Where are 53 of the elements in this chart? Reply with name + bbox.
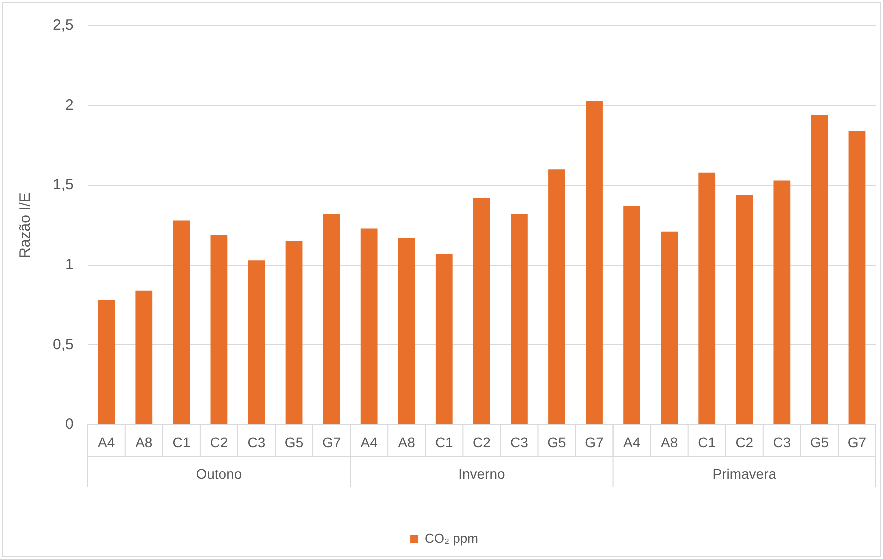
bar bbox=[586, 101, 603, 424]
x-tick-label: A8 bbox=[661, 434, 678, 450]
x-tick-label: A8 bbox=[136, 434, 153, 450]
text: Primavera bbox=[712, 466, 777, 482]
bar bbox=[360, 228, 378, 424]
x-tick-label: G5 bbox=[284, 434, 304, 450]
x-tick-label: C3 bbox=[248, 434, 266, 450]
x-tick-label: A4 bbox=[98, 434, 116, 450]
x-tick-label: A8 bbox=[398, 434, 416, 450]
x-tick-label: G7 bbox=[848, 434, 867, 450]
y-tick-label: 0,5 bbox=[52, 336, 74, 354]
bar bbox=[473, 198, 490, 424]
bar bbox=[736, 195, 754, 424]
x-tick-label: G7 bbox=[585, 434, 604, 450]
bar bbox=[136, 290, 153, 424]
x-tick-label: G7 bbox=[322, 434, 342, 450]
x-tick-label: A4 bbox=[360, 434, 378, 450]
bar bbox=[248, 260, 266, 424]
bar bbox=[286, 241, 303, 424]
x-tick-label: A4 bbox=[623, 434, 641, 450]
text: Inverno bbox=[458, 466, 506, 482]
x-tick-label: C1 bbox=[172, 434, 191, 450]
y-tick-label: 0 bbox=[66, 416, 74, 434]
bar bbox=[98, 300, 116, 424]
x-tick-label: C1 bbox=[435, 434, 454, 450]
y-tick-label: 2,5 bbox=[52, 17, 74, 34]
bar bbox=[661, 232, 678, 424]
x-tick-label: G5 bbox=[548, 434, 567, 450]
bar bbox=[173, 220, 190, 424]
y-tick-label: 2 bbox=[66, 96, 74, 114]
x-tick-label: C2 bbox=[736, 434, 754, 450]
bar bbox=[398, 238, 416, 424]
bar bbox=[210, 235, 228, 424]
bar bbox=[624, 206, 640, 424]
bar bbox=[848, 131, 866, 424]
x-tick-label: C3 bbox=[510, 434, 529, 450]
bar bbox=[436, 254, 453, 424]
y-axis-title: Razão I/E bbox=[17, 192, 34, 258]
x-tick-label: C2 bbox=[210, 434, 228, 450]
legend-label: CO₂ ppm bbox=[425, 531, 478, 546]
y-tick-label: 1,5 bbox=[52, 176, 74, 194]
x-tick-label: C1 bbox=[698, 434, 716, 450]
bar bbox=[774, 180, 791, 424]
bar bbox=[323, 214, 340, 424]
bar bbox=[511, 214, 528, 424]
bar bbox=[811, 115, 828, 424]
x-tick-label: C2 bbox=[472, 434, 492, 450]
bar bbox=[698, 172, 716, 424]
x-tick-label: C3 bbox=[773, 434, 792, 450]
text: Outono bbox=[196, 466, 242, 482]
bar bbox=[548, 170, 566, 424]
x-tick-label: G5 bbox=[810, 434, 830, 450]
y-tick-label: 1 bbox=[66, 256, 74, 274]
